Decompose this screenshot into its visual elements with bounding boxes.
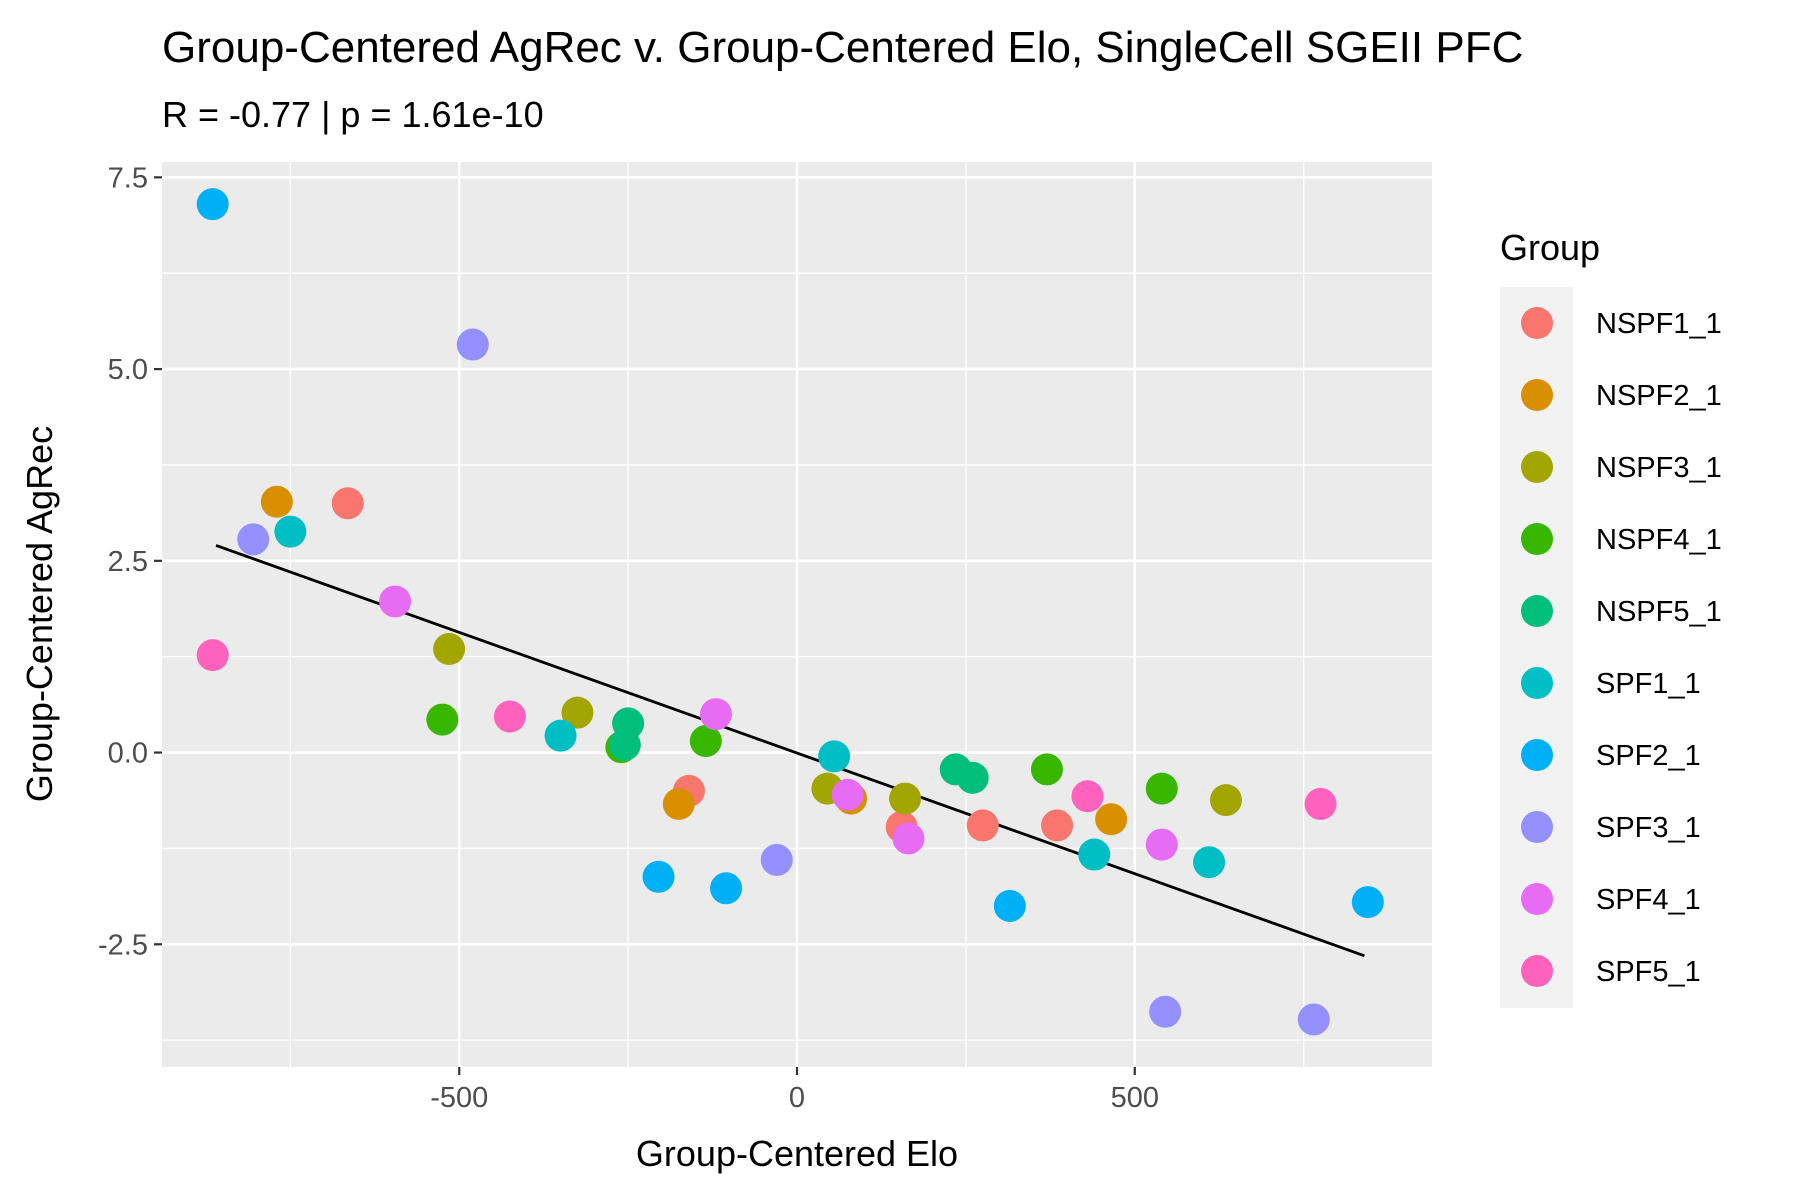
data-point-spf3-1 [1149, 995, 1182, 1028]
data-point-nspf3-1 [1209, 784, 1242, 817]
legend-label: NSPF3_1 [1596, 452, 1722, 484]
x-tick-label: 500 [1111, 1082, 1159, 1114]
data-point-nspf4-1 [1145, 772, 1178, 805]
legend-label: SPF2_1 [1596, 740, 1701, 772]
data-point-spf4-1 [831, 778, 864, 811]
data-point-spf2-1 [710, 872, 743, 905]
data-point-spf3-1 [237, 523, 270, 556]
legend-key-spf1-1 [1521, 667, 1553, 699]
data-point-spf5-1 [196, 639, 229, 672]
legend-key-nspf1-1 [1521, 307, 1553, 339]
data-point-spf1-1 [1193, 846, 1226, 879]
legend-key-nspf5-1 [1521, 595, 1553, 627]
x-axis-title: Group-Centered Elo [636, 1133, 958, 1174]
data-point-nspf2-1 [662, 787, 695, 820]
data-point-spf3-1 [1297, 1003, 1330, 1036]
axes: -500 0 500 -2.5 0.0 2.5 5.0 7.5 [98, 162, 1159, 1114]
data-point-spf4-1 [699, 698, 732, 731]
legend-label: NSPF5_1 [1596, 596, 1722, 628]
data-point-spf4-1 [379, 585, 412, 618]
legend-label: NSPF4_1 [1596, 524, 1722, 556]
x-tick-label: -500 [430, 1082, 488, 1114]
legend-key-nspf3-1 [1521, 451, 1553, 483]
legend-label: SPF1_1 [1596, 668, 1701, 700]
data-point-nspf2-1 [1095, 803, 1128, 836]
legend-label: SPF5_1 [1596, 956, 1701, 988]
data-point-spf2-1 [993, 889, 1026, 922]
data-point-spf2-1 [196, 188, 229, 221]
data-point-nspf4-1 [1030, 753, 1063, 786]
data-point-nspf5-1 [956, 761, 989, 794]
data-point-nspf4-1 [689, 725, 722, 758]
legend-key-spf5-1 [1521, 955, 1553, 987]
regression-line [215, 544, 1365, 958]
legend-label: NSPF1_1 [1596, 308, 1722, 340]
y-tick-label: 0.0 [108, 738, 148, 770]
data-point-nspf3-1 [433, 633, 466, 666]
data-point-spf1-1 [818, 740, 851, 773]
legend-key-spf2-1 [1521, 739, 1553, 771]
data-point-spf3-1 [456, 328, 489, 361]
data-point-nspf1-1 [1041, 809, 1074, 842]
chart-title: Group-Centered AgRec v. Group-Centered E… [162, 23, 1523, 72]
data-point-spf5-1 [1304, 787, 1337, 820]
data-point-nspf1-1 [966, 809, 999, 842]
legend-key-spf4-1 [1521, 883, 1553, 915]
legend-label: NSPF2_1 [1596, 380, 1722, 412]
data-point-spf2-1 [1351, 886, 1384, 919]
data-point-nspf1-1 [331, 487, 364, 520]
data-points [196, 188, 1384, 1036]
data-point-nspf2-1 [260, 485, 293, 518]
data-point-nspf3-1 [889, 782, 922, 815]
y-axis-title: Group-Centered AgRec [19, 426, 60, 802]
data-point-nspf5-1 [612, 707, 645, 740]
legend-label: SPF3_1 [1596, 812, 1701, 844]
y-tick-label: 5.0 [108, 354, 148, 386]
x-tick-label: 0 [789, 1082, 805, 1114]
data-point-spf4-1 [1145, 828, 1178, 861]
legend-key-spf3-1 [1521, 811, 1553, 843]
y-tick-label: 7.5 [108, 162, 148, 194]
legend: NSPF1_1 NSPF2_1 NSPF3_1 NSPF4_1 NSPF5_1 SPF1_… [1521, 307, 1722, 988]
data-point-nspf3-1 [561, 696, 594, 729]
data-point-spf2-1 [642, 860, 675, 893]
y-tick-label: 2.5 [108, 546, 148, 578]
data-point-spf5-1 [1071, 780, 1104, 813]
regression-line-layer [215, 544, 1365, 958]
legend-key-nspf4-1 [1521, 523, 1553, 555]
chart-subtitle: R = -0.77 | p = 1.61e-10 [162, 94, 544, 135]
legend-key-nspf2-1 [1521, 379, 1553, 411]
data-point-spf5-1 [493, 700, 526, 733]
data-point-spf3-1 [760, 843, 793, 876]
data-point-spf4-1 [892, 822, 925, 855]
data-point-spf1-1 [274, 515, 307, 548]
data-point-spf1-1 [1078, 838, 1111, 871]
y-tick-label: -2.5 [98, 929, 148, 961]
data-point-nspf4-1 [426, 703, 459, 736]
data-point-spf1-1 [544, 719, 577, 752]
legend-title: Group [1500, 227, 1600, 268]
legend-label: SPF4_1 [1596, 884, 1701, 916]
